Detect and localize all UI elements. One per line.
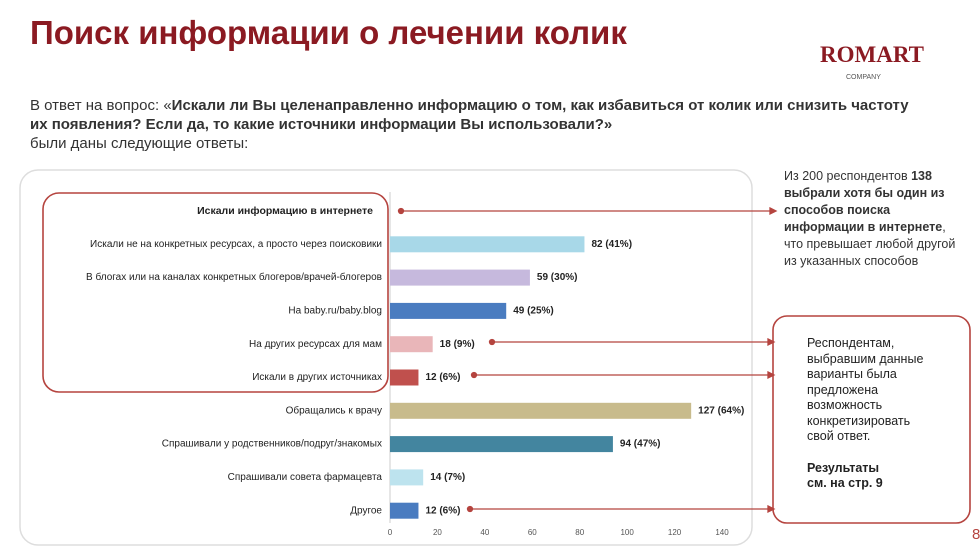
x-tick-label: 140 <box>715 528 729 537</box>
logo-sub: COMPANY <box>846 74 881 81</box>
x-tick-label: 0 <box>388 528 393 537</box>
bar <box>390 469 424 486</box>
category-label: На baby.ru/baby.blog <box>288 306 382 317</box>
value-label: 82 (41%) <box>591 239 632 250</box>
x-tick-label: 100 <box>620 528 634 537</box>
value-label: 127 (64%) <box>698 405 744 416</box>
category-label: Искали в других источниках <box>252 372 382 383</box>
bar <box>390 236 585 253</box>
value-label: 59 (30%) <box>537 272 578 283</box>
arrows <box>397 206 778 514</box>
highlight-box <box>42 192 389 393</box>
value-label: 14 (7%) <box>430 472 465 483</box>
note-text: 138 выбрали хотя бы один из способов пои… <box>784 169 945 234</box>
x-tick-label: 120 <box>668 528 682 537</box>
x-tick-label: 60 <box>528 528 537 537</box>
note-text: Из 200 респондентов <box>784 169 912 183</box>
page-number: 8 <box>972 526 980 543</box>
note-text: , что превышает любой другой из указанны… <box>784 220 956 268</box>
category-label: Искали не на конкретных ресурсах, а прос… <box>90 239 382 250</box>
logo: ROMART <box>820 42 924 67</box>
x-tick-label: 40 <box>480 528 489 537</box>
bar <box>390 402 692 419</box>
bar <box>390 269 530 286</box>
bar <box>390 502 419 519</box>
group-label: Искали информацию в интернете <box>197 205 373 217</box>
bar <box>390 336 433 353</box>
category-label: Спрашивали у родственников/подруг/знаком… <box>162 439 382 450</box>
title: Поиск информации о лечении колик <box>30 14 627 51</box>
note-box <box>772 315 971 524</box>
x-tick-label: 80 <box>575 528 584 537</box>
value-label: 49 (25%) <box>513 306 554 317</box>
value-label: 94 (47%) <box>620 439 661 450</box>
bar <box>390 302 507 319</box>
value-label: 18 (9%) <box>440 339 475 350</box>
note: Респондентам, выбравшим данные варианты … <box>807 336 927 492</box>
category-label: Обращались к врачу <box>286 404 382 416</box>
outro: были даны следующие ответы: <box>30 135 249 152</box>
bar <box>390 369 419 386</box>
intro: В ответ на вопрос: « <box>30 97 172 114</box>
value-label: 12 (6%) <box>425 505 460 516</box>
question: их появления? Если да, то какие источник… <box>30 116 613 133</box>
category-label: Другое <box>350 505 382 516</box>
question-block: В ответ на вопрос: «Искали ли Вы целенап… <box>30 96 980 153</box>
question: Искали ли Вы целенаправленно информацию … <box>171 97 909 114</box>
x-tick-label: 20 <box>433 528 442 537</box>
note-text: Респондентам, выбравшим данные варианты … <box>807 336 924 443</box>
category-label: Спрашивали совета фармацевта <box>228 471 383 483</box>
note: Из 200 респондентов 138 выбрали хотя бы … <box>784 168 964 270</box>
category-label: На других ресурсах для мам <box>249 339 382 350</box>
chart-panel <box>19 169 753 546</box>
value-label: 12 (6%) <box>425 372 460 383</box>
bar <box>390 436 613 453</box>
note-text: Результаты см. на стр. 9 <box>807 460 883 491</box>
category-label: В блогах или на каналах конкретных блоге… <box>86 271 382 283</box>
